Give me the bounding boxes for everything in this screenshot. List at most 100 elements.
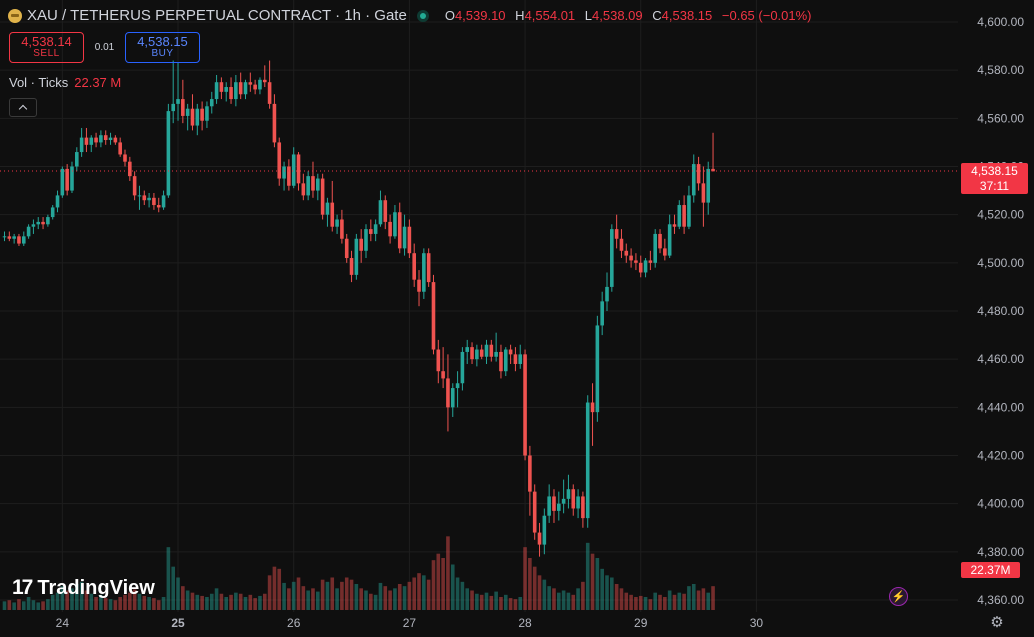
candle-body[interactable]: [185, 108, 190, 116]
candle-body[interactable]: [31, 224, 36, 227]
candle-body[interactable]: [581, 496, 585, 519]
candle-body[interactable]: [378, 200, 383, 225]
candle-body[interactable]: [320, 178, 325, 215]
candle-body[interactable]: [156, 205, 161, 208]
candle-body[interactable]: [701, 183, 706, 203]
candle-body[interactable]: [388, 221, 392, 237]
candle-body[interactable]: [412, 253, 416, 280]
candle-body[interactable]: [248, 82, 253, 85]
candle-body[interactable]: [610, 229, 614, 287]
buy-button[interactable]: 4,538.15 BUY: [125, 32, 200, 63]
candle-body[interactable]: [508, 349, 513, 355]
candle-body[interactable]: [431, 282, 436, 350]
candle-body[interactable]: [75, 152, 79, 167]
candle-body[interactable]: [262, 79, 267, 83]
candle-body[interactable]: [229, 87, 233, 100]
candle-body[interactable]: [585, 402, 590, 519]
candle-body[interactable]: [7, 236, 12, 239]
candle-body[interactable]: [552, 496, 556, 511]
candle-body[interactable]: [653, 233, 657, 263]
candle-body[interactable]: [561, 498, 566, 504]
candle-body[interactable]: [142, 195, 147, 201]
candle-body[interactable]: [26, 226, 31, 237]
candle-body[interactable]: [677, 205, 682, 227]
candle-body[interactable]: [103, 135, 108, 141]
candle-body[interactable]: [436, 349, 441, 372]
candle-body[interactable]: [393, 212, 397, 237]
candle-body[interactable]: [426, 253, 431, 283]
candle-body[interactable]: [711, 168, 715, 172]
candle-body[interactable]: [113, 137, 118, 143]
candle-body[interactable]: [566, 489, 571, 499]
candle-body[interactable]: [181, 99, 185, 116]
candle-body[interactable]: [528, 455, 532, 492]
candle-body[interactable]: [605, 286, 609, 302]
candle-body[interactable]: [450, 388, 455, 408]
candle-body[interactable]: [70, 166, 74, 191]
candle-body[interactable]: [267, 82, 272, 104]
candle-body[interactable]: [383, 200, 388, 222]
candle-body[interactable]: [513, 354, 518, 364]
candle-body[interactable]: [648, 260, 653, 263]
candle-body[interactable]: [619, 238, 624, 251]
candle-body[interactable]: [503, 349, 508, 372]
candle-body[interactable]: [41, 221, 45, 225]
candle-body[interactable]: [638, 262, 643, 273]
candle-body[interactable]: [234, 82, 238, 100]
candle-body[interactable]: [335, 219, 339, 227]
candle-body[interactable]: [272, 103, 277, 143]
candle-body[interactable]: [402, 226, 407, 249]
candle-body[interactable]: [316, 178, 320, 191]
candle-body[interactable]: [65, 168, 69, 191]
candle-body[interactable]: [205, 106, 209, 121]
candle-body[interactable]: [643, 260, 648, 273]
candle-body[interactable]: [60, 168, 65, 196]
candle-body[interactable]: [600, 301, 604, 326]
candle-body[interactable]: [663, 248, 667, 256]
candle-body[interactable]: [624, 250, 629, 256]
candle-body[interactable]: [209, 99, 214, 107]
candle-body[interactable]: [557, 503, 561, 511]
candle-body[interactable]: [687, 195, 691, 227]
candle-body[interactable]: [128, 161, 132, 177]
candle-body[interactable]: [176, 99, 180, 104]
candle-body[interactable]: [441, 371, 445, 379]
candle-body[interactable]: [460, 351, 465, 384]
candle-body[interactable]: [166, 111, 171, 196]
candle-body[interactable]: [50, 207, 55, 218]
candle-body[interactable]: [537, 532, 542, 545]
candle-body[interactable]: [446, 378, 450, 408]
candle-body[interactable]: [364, 229, 368, 251]
candle-body[interactable]: [94, 137, 98, 143]
candle-body[interactable]: [455, 383, 460, 389]
candle-body[interactable]: [422, 253, 426, 292]
candle-body[interactable]: [576, 496, 580, 509]
candle-body[interactable]: [2, 236, 7, 238]
candle-body[interactable]: [282, 166, 286, 179]
candle-body[interactable]: [238, 82, 243, 95]
candle-body[interactable]: [682, 205, 686, 227]
candle-body[interactable]: [634, 260, 638, 263]
candle-body[interactable]: [200, 108, 204, 121]
collapse-legend-button[interactable]: [9, 98, 37, 117]
candle-body[interactable]: [465, 347, 470, 352]
candle-body[interactable]: [190, 108, 195, 126]
candle-body[interactable]: [344, 238, 349, 259]
market-status-icon[interactable]: [416, 9, 429, 22]
candle-body[interactable]: [306, 176, 310, 196]
candle-body[interactable]: [325, 202, 330, 215]
candle-body[interactable]: [571, 489, 576, 509]
candle-body[interactable]: [55, 195, 60, 208]
candle-body[interactable]: [79, 137, 84, 153]
candle-body[interactable]: [301, 183, 306, 196]
candle-body[interactable]: [12, 236, 16, 239]
candle-body[interactable]: [397, 212, 402, 249]
candle-body[interactable]: [17, 236, 21, 244]
candle-body[interactable]: [137, 195, 142, 197]
candle-body[interactable]: [518, 354, 523, 364]
symbol-title[interactable]: XAU / TETHERUS PERPETUAL CONTRACT · 1h ·…: [27, 7, 407, 24]
candle-body[interactable]: [667, 224, 672, 256]
candle-body[interactable]: [152, 197, 156, 206]
candle-body[interactable]: [595, 325, 600, 413]
